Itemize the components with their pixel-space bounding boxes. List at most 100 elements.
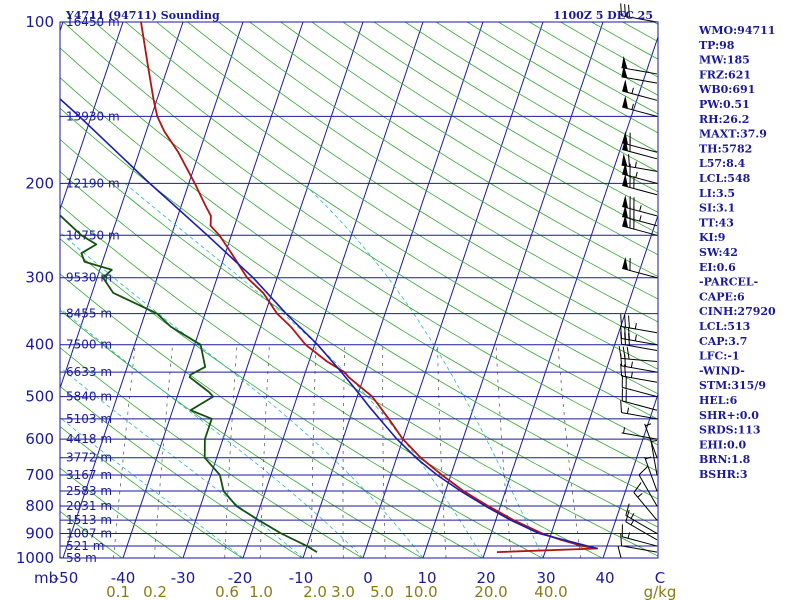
barb-flag: [622, 214, 629, 228]
dry-adiabat: [498, 22, 658, 115]
barb-half: [630, 513, 635, 519]
temperature-tick-label: 10: [417, 569, 436, 587]
index-line: TT:43: [699, 216, 734, 229]
barb-flag: [622, 131, 629, 145]
dry-adiabat: [467, 22, 658, 134]
barb-staff: [644, 457, 658, 492]
wind-barb: [644, 456, 658, 492]
mixing-ratio-tick-label: 40.0: [534, 583, 567, 600]
wind-barb: [633, 482, 658, 521]
barb-full: [620, 363, 623, 377]
index-line: KI:9: [699, 231, 725, 244]
barb-staff: [622, 386, 658, 398]
temperature-tick-label: -20: [228, 569, 253, 587]
wind-barb: [622, 95, 658, 117]
wind-barb: [620, 314, 658, 334]
mixing-ratio-line: [153, 344, 173, 558]
moist-adiabat: [60, 366, 304, 558]
mixing-ratio-line: [437, 344, 447, 558]
barb-full: [628, 154, 630, 167]
barb-half: [630, 519, 635, 526]
barb-flag: [621, 65, 628, 78]
barb-staff: [621, 337, 658, 346]
barb-flag: [621, 55, 628, 69]
wind-barb: [622, 194, 658, 217]
chart-title: Y4711 (94711) Sounding: [65, 9, 220, 22]
height-label: 13930 m: [66, 109, 120, 123]
plot-frame: [59, 21, 659, 559]
height-label: 10750 m: [66, 228, 120, 242]
pressure-tick-label: 1000: [16, 549, 54, 567]
barb-flag: [622, 256, 629, 270]
barb-staff: [621, 545, 658, 553]
temperature-tick-label: -30: [171, 569, 196, 587]
index-line: CAP:3.7: [699, 335, 747, 348]
temperature-tick-label: 40: [595, 569, 614, 587]
barb-full: [625, 503, 630, 516]
dry-adiabat: [94, 22, 658, 395]
index-line: MW:185: [699, 54, 750, 67]
pressure-unit-label: mb: [34, 569, 58, 587]
index-line: SW:42: [699, 246, 738, 259]
wind-barb: [621, 55, 658, 75]
barb-full: [624, 314, 626, 328]
index-line: -WIND-: [699, 364, 745, 377]
mixing-ratio-line: [224, 344, 238, 558]
barb-flag: [622, 137, 629, 152]
height-label: 5840 m: [66, 390, 112, 404]
barb-full: [638, 465, 649, 476]
index-line: SRDS:113: [699, 424, 761, 437]
wind-barbs: [617, 3, 658, 559]
barb-full: [628, 327, 630, 340]
wind-barb: [621, 388, 658, 411]
dry-adiabat: [747, 22, 800, 558]
barb-staff: [621, 67, 658, 75]
pressure-tick-label: 800: [25, 497, 54, 515]
barb-full: [628, 4, 630, 18]
pressure-tick-label: 200: [25, 174, 54, 192]
barb-flag: [622, 162, 629, 176]
mixing-ratio-tick-label: 2.0: [303, 583, 327, 600]
pressure-tick-label: 700: [25, 466, 54, 484]
barb-full: [620, 326, 623, 339]
index-line: MAXT:37.9: [699, 128, 767, 141]
barb-staff: [650, 439, 658, 476]
wind-barb: [621, 374, 658, 398]
barb-half: [635, 171, 638, 178]
wind-barb: [622, 79, 658, 101]
height-label: 2583 m: [66, 484, 112, 498]
dry-adiabat: [560, 22, 658, 78]
chart-time: 1100Z 5 DEC 25: [553, 9, 653, 22]
barb-half: [631, 103, 634, 110]
temperature-tick-label: -50: [54, 569, 79, 587]
barb-full: [624, 4, 626, 17]
height-label: 2031 m: [66, 499, 112, 513]
index-line: SHR+:0.0: [699, 409, 759, 422]
barb-staff: [621, 432, 658, 440]
index-line: BRN:1.8: [699, 453, 751, 466]
mixing-ratio-tick-label: 10.0: [404, 583, 437, 600]
isotherm-line: [362, 22, 544, 558]
mixing-ratio-tick-label: 5.0: [370, 583, 394, 600]
moist-adiabat: [303, 183, 544, 558]
isotherm-line: [62, 22, 244, 558]
isotherm-line: [122, 22, 304, 558]
barb-flag: [622, 204, 629, 219]
barb-full: [624, 326, 626, 340]
index-line: WB0:691: [698, 83, 755, 96]
moist-adiabat: [60, 307, 364, 558]
barb-flag: [622, 95, 629, 109]
temperature-tick-label: 20: [476, 569, 495, 587]
temperature-tick-label: C: [655, 569, 665, 587]
barb-half: [631, 87, 634, 94]
height-label: 3167 m: [66, 468, 112, 482]
barb-half: [645, 423, 652, 427]
temperature-tick-label: 30: [536, 569, 555, 587]
index-line: LCL:548: [699, 172, 751, 185]
wind-barb: [620, 326, 658, 346]
barb-staff: [621, 375, 658, 383]
wind-barb: [618, 346, 658, 363]
wind-barb: [638, 465, 658, 507]
